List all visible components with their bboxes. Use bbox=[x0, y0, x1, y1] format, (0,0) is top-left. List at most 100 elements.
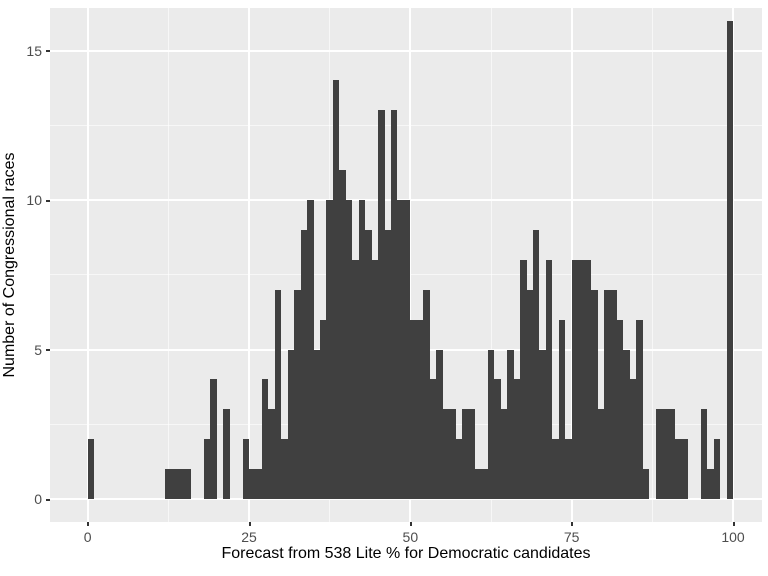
histogram-bar bbox=[584, 259, 592, 499]
histogram-bar bbox=[603, 289, 611, 499]
histogram-bar bbox=[500, 409, 508, 499]
histogram-bar bbox=[87, 439, 95, 499]
histogram-bar bbox=[468, 409, 475, 499]
histogram-bar bbox=[274, 289, 282, 499]
histogram-bar bbox=[571, 259, 579, 499]
histogram-bar bbox=[681, 439, 688, 499]
histogram-bar bbox=[700, 409, 708, 499]
y-tick-label: 10 bbox=[26, 192, 42, 208]
histogram-bar bbox=[403, 200, 411, 499]
histogram-bar bbox=[474, 469, 482, 499]
histogram-bar bbox=[371, 259, 379, 499]
histogram-bar bbox=[513, 379, 521, 499]
histogram-bar bbox=[642, 469, 650, 499]
x-tick-label: 75 bbox=[563, 529, 580, 545]
x-tick-mark bbox=[87, 522, 90, 526]
x-tick-label: 100 bbox=[721, 529, 745, 545]
histogram-bar bbox=[358, 200, 366, 499]
histogram-bar bbox=[223, 409, 230, 499]
histogram-bar bbox=[352, 259, 359, 499]
histogram-bar bbox=[261, 379, 269, 499]
histogram-bar bbox=[320, 319, 327, 499]
x-tick-label: 25 bbox=[241, 529, 257, 545]
y-tick-label: 15 bbox=[26, 42, 42, 59]
y-major-gridline bbox=[50, 498, 762, 500]
histogram-bar bbox=[668, 409, 675, 499]
histogram-bar bbox=[487, 349, 495, 499]
histogram-bar bbox=[507, 349, 514, 499]
histogram-bar bbox=[184, 469, 191, 499]
x-tick-mark bbox=[409, 522, 412, 526]
y-tick-label: 5 bbox=[34, 341, 42, 358]
histogram-bar bbox=[287, 349, 295, 499]
x-major-gridline bbox=[86, 8, 89, 522]
histogram-bar bbox=[526, 289, 533, 499]
histogram-bar bbox=[416, 319, 424, 499]
y-minor-gridline bbox=[50, 124, 762, 126]
x-minor-gridline bbox=[167, 8, 169, 522]
y-tick-label: 0 bbox=[34, 491, 42, 507]
y-tick-mark bbox=[46, 349, 50, 351]
histogram-bar bbox=[552, 439, 559, 499]
y-tick-mark bbox=[46, 498, 50, 501]
histogram-bar bbox=[442, 409, 450, 499]
histogram-bar bbox=[616, 319, 624, 499]
histogram-bar bbox=[410, 319, 417, 499]
histogram-bar bbox=[384, 229, 392, 499]
x-minor-gridline bbox=[490, 8, 492, 522]
y-tick-mark bbox=[46, 199, 50, 202]
histogram-bar bbox=[662, 409, 669, 499]
histogram-bar bbox=[520, 259, 527, 499]
histogram-bar bbox=[461, 409, 469, 499]
histogram-bar bbox=[423, 289, 430, 499]
x-axis-title: Forecast from 538 Lite % for Democratic … bbox=[221, 545, 591, 562]
histogram-bar bbox=[326, 200, 333, 499]
x-minor-gridline bbox=[651, 8, 653, 522]
histogram-bar bbox=[178, 469, 185, 499]
histogram-bar bbox=[255, 469, 262, 499]
histogram-bar bbox=[636, 319, 643, 499]
histogram-bar bbox=[578, 259, 585, 499]
histogram-bar bbox=[307, 200, 314, 499]
x-tick-mark bbox=[732, 522, 735, 526]
histogram-bar bbox=[429, 379, 437, 499]
histogram-bar bbox=[313, 349, 321, 499]
histogram-bar bbox=[165, 469, 172, 499]
y-axis-title: Number of Congressional races bbox=[1, 152, 18, 378]
histogram-bar bbox=[610, 289, 617, 499]
histogram-bar bbox=[545, 259, 553, 499]
histogram-bar bbox=[210, 379, 217, 499]
histogram-bar bbox=[436, 349, 443, 499]
histogram-bar bbox=[242, 439, 250, 499]
histogram-bar bbox=[623, 349, 630, 499]
histogram-bar bbox=[481, 469, 488, 499]
histogram-bar bbox=[558, 319, 566, 499]
histogram-bar bbox=[713, 439, 721, 499]
plot-panel bbox=[50, 8, 762, 522]
histogram-bar bbox=[171, 469, 179, 499]
y-tick-mark bbox=[46, 50, 50, 52]
histogram-bar bbox=[494, 379, 501, 499]
histogram-bar bbox=[268, 409, 275, 499]
histogram-bar bbox=[378, 110, 385, 499]
histogram-bar bbox=[707, 469, 714, 499]
histogram-bar bbox=[674, 439, 682, 499]
histogram-bar bbox=[339, 170, 346, 499]
histogram-bar bbox=[539, 349, 546, 499]
histogram-bar bbox=[597, 409, 604, 499]
histogram-bar bbox=[455, 439, 463, 499]
histogram-bar bbox=[397, 200, 404, 499]
histogram-bar bbox=[591, 289, 598, 499]
x-tick-mark bbox=[571, 522, 574, 526]
histogram-bar bbox=[390, 110, 398, 499]
histogram-bar bbox=[726, 20, 734, 499]
histogram-bar bbox=[365, 229, 372, 499]
histogram-bar bbox=[449, 409, 456, 499]
histogram-bar bbox=[249, 469, 256, 499]
histogram-bar bbox=[655, 409, 663, 499]
histogram-bar bbox=[203, 439, 211, 499]
histogram-bar bbox=[300, 229, 308, 499]
histogram-bar bbox=[565, 439, 572, 499]
x-tick-label: 50 bbox=[402, 529, 419, 545]
histogram-bar bbox=[281, 439, 288, 499]
